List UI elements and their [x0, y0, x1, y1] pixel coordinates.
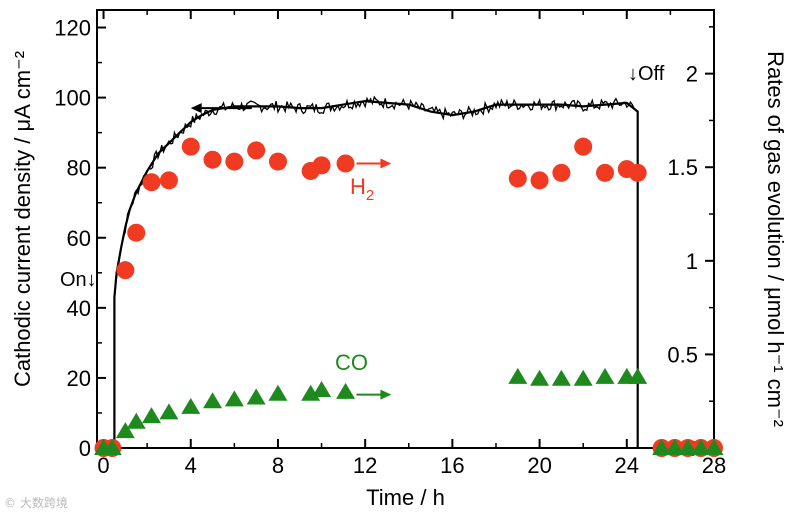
- co-data-point: [268, 384, 288, 401]
- co-data-point: [115, 422, 135, 439]
- co-data-point: [102, 439, 122, 455]
- h2-axis-arrowhead: [380, 158, 392, 169]
- co-data-point: [704, 439, 724, 455]
- co-data-point: [665, 439, 685, 455]
- h2-label-main: H: [350, 174, 366, 199]
- h2-data-point: [116, 261, 135, 280]
- co-data-point: [224, 390, 244, 407]
- y-right-tick-label: 1: [686, 249, 698, 274]
- y-right-axis-tick-labels: 00.511.52: [667, 62, 698, 461]
- co-data-point: [203, 392, 223, 409]
- x-tick-label: 16: [440, 453, 464, 478]
- plot-frame: [96, 9, 715, 449]
- h2-data-point: [203, 150, 222, 169]
- y-left-tick-label: 0: [79, 436, 91, 461]
- y-left-tick-label: 40: [67, 296, 91, 321]
- current-axis-arrowhead: [190, 103, 202, 114]
- h2-data-point: [574, 137, 593, 156]
- y-left-tick-label: 20: [67, 366, 91, 391]
- co-data-point: [678, 439, 698, 455]
- series-layer: [94, 95, 724, 457]
- on-annotation: On↓: [60, 269, 97, 291]
- h2-data-point: [268, 152, 287, 171]
- x-tick-label: 0: [97, 453, 109, 478]
- h2-data-point: [225, 152, 244, 171]
- y-left-tick-label: 120: [54, 16, 91, 41]
- co-data-point: [126, 412, 146, 429]
- y-right-axis-title: Rates of gas evolution / μmol h⁻¹ cm⁻²: [763, 51, 788, 427]
- co-data-point: [652, 439, 672, 455]
- h2-data-point: [247, 141, 266, 160]
- y-right-tick-label: 2: [686, 62, 698, 87]
- co-data-point: [181, 397, 201, 414]
- co-data-point: [312, 380, 332, 397]
- annotation-layer: H2 CO On↓ ↓Off: [60, 63, 665, 400]
- co-label: CO: [335, 350, 368, 375]
- x-axis-tick-labels: 0 4 8 12 16 20 24 28: [97, 453, 726, 478]
- h2-data-point: [508, 169, 527, 188]
- h2-data-point: [159, 171, 178, 190]
- co-data-point: [530, 369, 550, 386]
- h2-data-point: [142, 173, 161, 192]
- h2-data-point: [552, 163, 571, 182]
- h2-data-point: [181, 137, 200, 156]
- y-left-tick-label: 100: [54, 86, 91, 111]
- co-data-point: [336, 382, 356, 399]
- h2-data-point: [312, 156, 331, 175]
- y-right-tick-label: 0.5: [667, 342, 698, 367]
- h2-label-subscript: 2: [366, 187, 374, 204]
- co-data-point: [508, 367, 528, 384]
- x-axis-title: Time / h: [366, 485, 445, 510]
- co-axis-arrowhead: [380, 389, 392, 400]
- x-tick-label: 4: [185, 453, 197, 478]
- h2-data-point: [628, 163, 647, 182]
- x-tick-label: 12: [353, 453, 377, 478]
- h2-label: H2: [350, 174, 374, 204]
- plot-border: [96, 9, 715, 449]
- co-data-point: [628, 367, 648, 384]
- axis-ticks: [97, 10, 715, 449]
- h2-data-point: [595, 163, 614, 182]
- current-density-noise: [113, 95, 637, 298]
- h2-data-point: [127, 223, 146, 242]
- off-annotation: ↓Off: [628, 63, 665, 85]
- co-data-point: [551, 369, 571, 386]
- co-data-point: [573, 369, 593, 386]
- watermark: © 大数跨境: [4, 496, 68, 510]
- x-tick-label: 20: [527, 453, 551, 478]
- y-left-tick-label: 60: [67, 226, 91, 251]
- co-data-point: [691, 439, 711, 455]
- y-left-tick-label: 80: [67, 156, 91, 181]
- co-data-point: [159, 403, 179, 420]
- co-data-point: [142, 407, 162, 424]
- y-left-axis-tick-labels: 0 20 40 60 80 100 120: [54, 16, 91, 461]
- co-data-point: [595, 367, 615, 384]
- x-tick-label: 28: [702, 453, 726, 478]
- x-tick-label: 8: [272, 453, 284, 478]
- h2-data-point: [530, 171, 549, 190]
- co-data-point: [246, 388, 266, 405]
- y-left-axis-title: Cathodic current density / μA cm⁻²: [10, 51, 35, 387]
- x-tick-label: 24: [615, 453, 639, 478]
- h2-data-point: [336, 154, 355, 173]
- y-right-tick-label: 1.5: [667, 155, 698, 180]
